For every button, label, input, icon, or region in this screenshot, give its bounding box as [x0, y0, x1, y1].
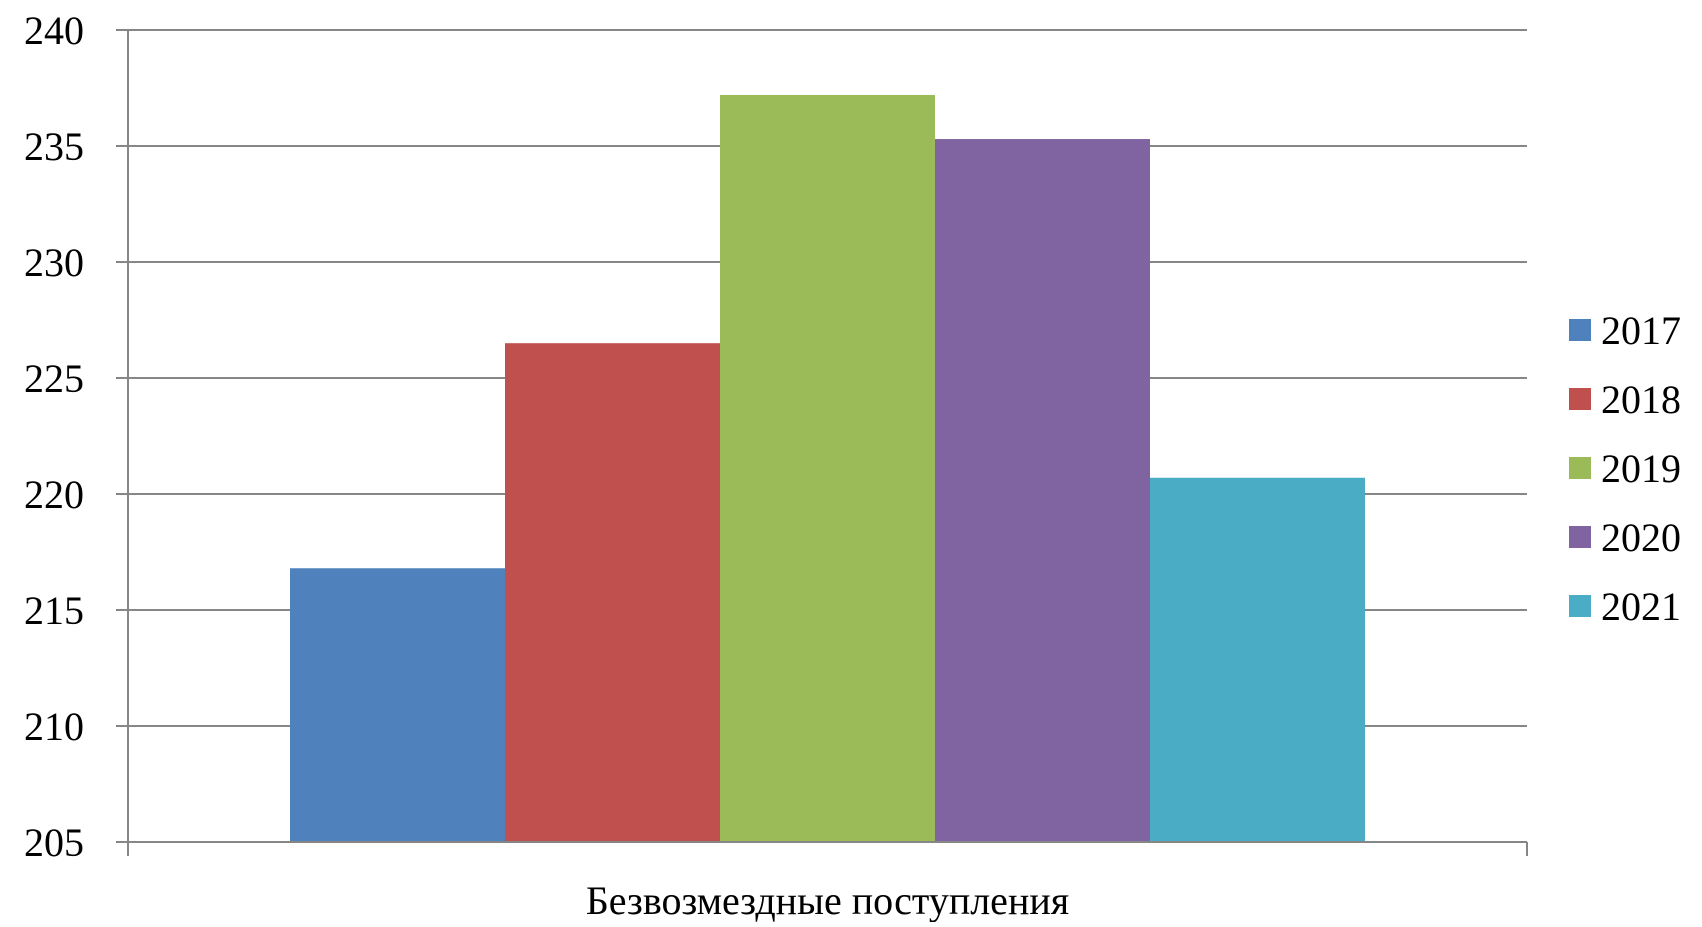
y-tick-label: 210 [24, 704, 84, 749]
bar-2019 [720, 94, 935, 842]
y-axis-tick-labels: 205 210 215 220 225 230 235 240 [24, 8, 84, 865]
legend-label-2017: 2017 [1601, 308, 1681, 353]
legend-label-2021: 2021 [1601, 584, 1681, 629]
bar-2018 [505, 343, 720, 842]
legend-swatch-2019 [1569, 457, 1591, 479]
x-category-label: Безвозмездные поступления [586, 878, 1069, 922]
legend-label-2018: 2018 [1601, 377, 1681, 422]
y-tick-label: 235 [24, 124, 84, 169]
bar-2020 [935, 139, 1150, 843]
x-axis-category-labels: Безвозмездные поступления [586, 878, 1069, 923]
y-tick-label: 205 [24, 820, 84, 865]
bar-2021 [1150, 477, 1365, 842]
bar-2017 [290, 568, 505, 842]
legend-swatch-2020 [1569, 526, 1591, 548]
y-tick-label: 220 [24, 472, 84, 517]
legend-label-2020: 2020 [1601, 515, 1681, 560]
y-tick-label: 230 [24, 240, 84, 285]
y-tick-label: 225 [24, 356, 84, 401]
y-tick-label: 215 [24, 588, 84, 633]
legend-swatch-2017 [1569, 319, 1591, 341]
y-tick-label: 240 [24, 8, 84, 53]
legend-label-2019: 2019 [1601, 446, 1681, 491]
axes [127, 30, 1528, 856]
legend: 2017 2018 2019 2020 2021 [1569, 308, 1681, 629]
legend-swatch-2018 [1569, 388, 1591, 410]
legend-swatch-2021 [1569, 595, 1591, 617]
bars [290, 94, 1365, 843]
